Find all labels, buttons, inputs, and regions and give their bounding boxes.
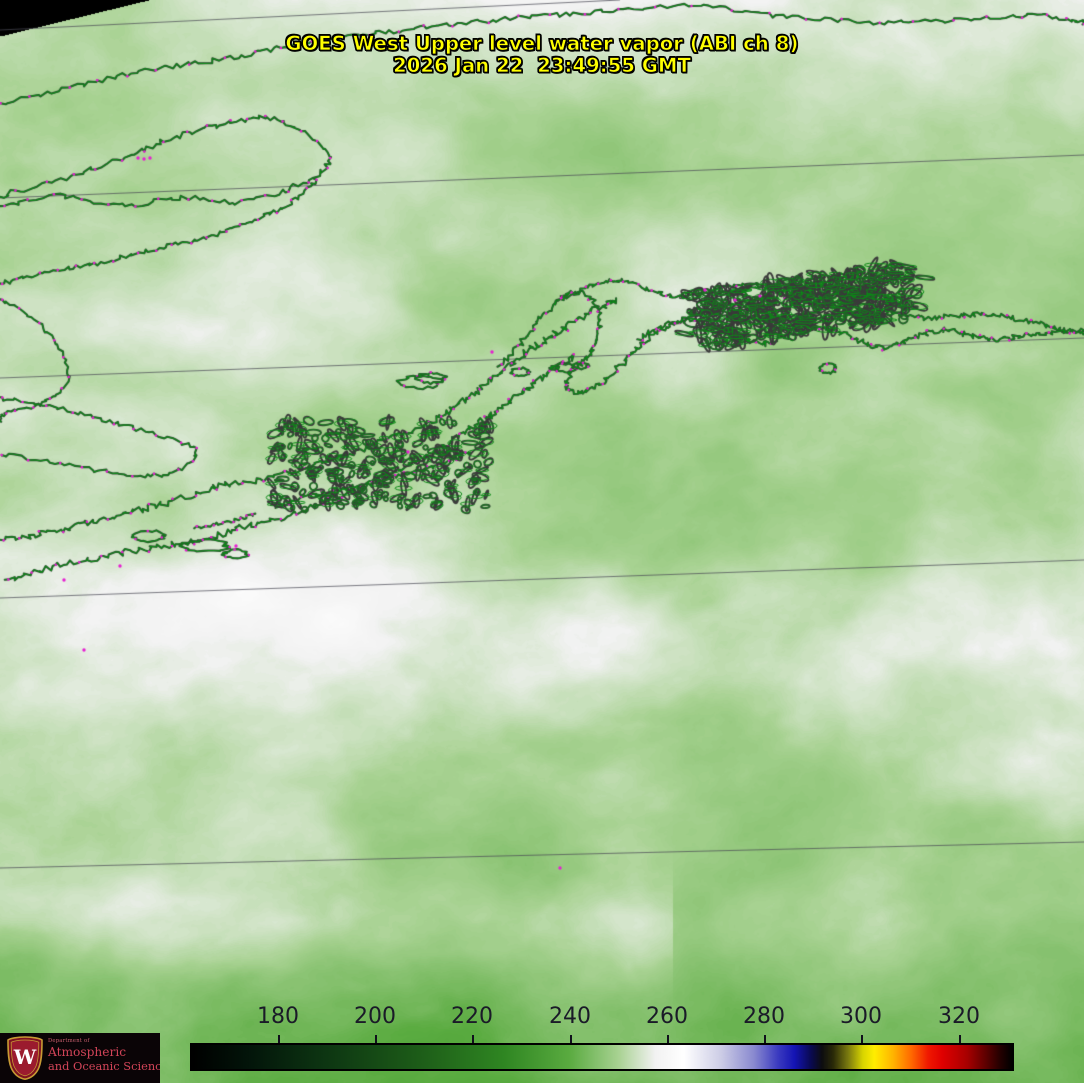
colorbar-tick-mark — [570, 1035, 572, 1044]
colorbar: 180 200 220 240 260 280 300 320 — [0, 1003, 1084, 1083]
colorbar-tick-mark — [375, 1035, 377, 1044]
uw-aos-logo: W Department of Atmospheric and Oceanic … — [0, 1033, 160, 1083]
uw-logo-dept-label: Department of — [48, 1038, 90, 1044]
colorbar-tick-label: 180 — [257, 1004, 299, 1029]
colorbar-tick-mark — [278, 1035, 280, 1044]
colorbar-tick-mark — [764, 1035, 766, 1044]
svg-text:W: W — [13, 1045, 37, 1069]
uw-logo-text: Department of Atmospheric and Oceanic Sc… — [48, 1038, 160, 1073]
colorbar-tick-mark — [667, 1035, 669, 1044]
colorbar-tick-label: 260 — [646, 1004, 688, 1029]
colorbar-tick-label: 320 — [938, 1004, 980, 1029]
uw-crest-icon: W — [7, 1036, 43, 1080]
colorbar-tick-mark — [861, 1035, 863, 1044]
colorbar-tick-label: 220 — [451, 1004, 493, 1029]
colorbar-tick-label: 200 — [354, 1004, 396, 1029]
colorbar-gradient-bar — [190, 1043, 1014, 1071]
uw-logo-line2: and Oceanic Sciences — [48, 1059, 160, 1073]
colorbar-tick-mark — [959, 1035, 961, 1044]
colorbar-tick-label: 300 — [840, 1004, 882, 1029]
colorbar-tick-mark — [472, 1035, 474, 1044]
colorbar-tick-marks — [0, 1035, 1084, 1045]
colorbar-tick-label: 280 — [743, 1004, 785, 1029]
colorbar-tick-labels: 180 200 220 240 260 280 300 320 — [0, 1003, 1084, 1036]
colorbar-gradient-canvas — [192, 1045, 1012, 1069]
colorbar-tick-label: 240 — [549, 1004, 591, 1029]
uw-logo-line1: Atmospheric — [48, 1045, 127, 1059]
